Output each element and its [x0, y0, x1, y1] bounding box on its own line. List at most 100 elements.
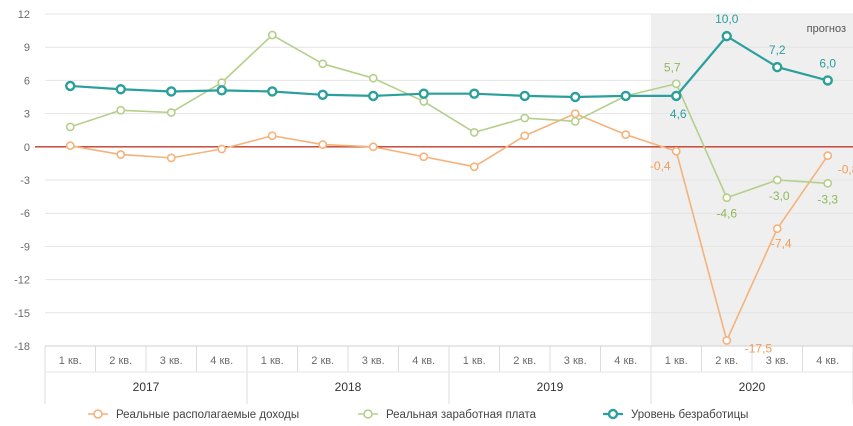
x-tick-label: 1 кв. [59, 355, 82, 367]
data-point [469, 162, 479, 172]
data-point [318, 140, 328, 149]
x-tick-label: 3 кв. [564, 355, 587, 367]
y-tick-label: 0 [24, 142, 30, 154]
data-label: -3,0 [769, 189, 790, 203]
data-point [65, 141, 75, 151]
data-point [621, 130, 631, 140]
data-point [570, 109, 580, 118]
x-tick-label: 1 кв. [665, 355, 688, 367]
data-point [419, 152, 429, 162]
forecast-label: прогноз [807, 23, 846, 35]
data-point [721, 30, 732, 42]
x-tick-label: 1 кв. [261, 355, 284, 367]
grid [35, 13, 853, 404]
data-point [317, 89, 328, 100]
x-tick-label: 2 кв. [513, 355, 536, 367]
data-point [217, 144, 227, 154]
x-tick-label: 1 кв. [463, 355, 486, 367]
series-line-2 [70, 35, 829, 99]
data-point [671, 146, 681, 156]
y-tick-label: -3 [20, 175, 30, 187]
y-tick-label: 3 [24, 109, 30, 121]
data-point [166, 86, 177, 97]
data-point [115, 84, 126, 95]
y-tick-label: 9 [24, 42, 30, 54]
data-point [166, 108, 176, 117]
data-label: 7,2 [769, 43, 786, 57]
data-label: -3,3 [817, 192, 838, 206]
series-line-0 [70, 112, 829, 342]
data-label: 5,7 [664, 61, 681, 75]
data-point [823, 178, 833, 188]
data-point [570, 91, 581, 103]
y-tick-label: 6 [24, 75, 30, 87]
data-point [469, 128, 479, 137]
data-point [419, 97, 429, 106]
y-tick-label: 12 [18, 9, 30, 21]
data-label: -0,4 [650, 159, 671, 173]
data-point [65, 80, 76, 92]
data-point [116, 150, 126, 159]
legend-label-2: Уровень безработицы [631, 409, 748, 421]
series-line-1 [70, 34, 828, 199]
x-tick-label: 4 кв. [412, 355, 435, 367]
x-tick-label: 3 кв. [160, 355, 183, 367]
data-point [217, 78, 227, 88]
data-point [823, 151, 833, 161]
legend-marker-1 [363, 409, 373, 419]
year-label: 2018 [335, 380, 362, 394]
data-point [671, 79, 681, 89]
y-tick-label: -15 [14, 308, 30, 320]
x-axis: 1 кв. 2 кв. 3 кв. 4 кв. 1 кв. 2 кв. 3 кв. 4 кв.… [59, 355, 839, 394]
series-lines [65, 30, 833, 345]
data-point [772, 61, 783, 73]
legend-label-1: Реальная заработная плата [386, 409, 537, 421]
data-point [116, 105, 126, 115]
data-label: 6,0 [819, 56, 836, 70]
data-point [520, 113, 530, 123]
year-label: 2017 [133, 380, 160, 394]
legend-marker-0 [93, 409, 103, 419]
x-tick-label: 2 кв. [715, 355, 738, 367]
legend: Реальные располагаемые доходы Реальная за… [88, 408, 748, 421]
year-label: 2019 [537, 380, 564, 394]
x-tick-label: 4 кв. [816, 355, 839, 367]
data-point [267, 86, 278, 97]
y-tick-label: -12 [14, 275, 30, 287]
data-point [65, 122, 75, 132]
data-point [722, 336, 732, 345]
data-point [368, 142, 378, 152]
data-point [166, 153, 176, 163]
data-labels: -0,4 -17,5 -7,4 -0,8 5,7 -4,6 -3,0 -3,3 4,6 10,0 7… [650, 12, 853, 355]
y-tick-label: -9 [20, 241, 30, 253]
x-tick-label: 3 кв. [362, 355, 385, 367]
data-point [519, 90, 530, 102]
data-label: 4,6 [670, 107, 687, 121]
data-point [267, 131, 277, 141]
y-axis: 12 9 6 3 0 -3 -6 -9 -12 -15 -18 [14, 9, 30, 353]
data-point [368, 90, 379, 102]
data-label: -0,8 [838, 163, 853, 177]
data-point [671, 90, 682, 102]
data-point [772, 175, 782, 185]
data-point [822, 75, 833, 86]
data-point [722, 193, 732, 203]
x-tick-label: 4 кв. [210, 355, 233, 367]
x-tick-label: 2 кв. [109, 355, 132, 367]
legend-marker-2 [607, 408, 619, 420]
data-point [570, 116, 580, 126]
data-label: -17,5 [745, 341, 773, 355]
x-tick-label: 3 кв. [766, 355, 789, 367]
data-point [267, 30, 277, 40]
data-point [418, 88, 429, 99]
x-tick-label: 4 кв. [614, 355, 637, 367]
data-point [318, 59, 328, 69]
data-point [216, 85, 227, 96]
data-label: 10,0 [715, 12, 739, 26]
legend-label-0: Реальные располагаемые доходы [116, 409, 299, 421]
year-label: 2020 [739, 380, 766, 394]
y-tick-label: -6 [20, 208, 30, 220]
data-point [469, 88, 480, 99]
